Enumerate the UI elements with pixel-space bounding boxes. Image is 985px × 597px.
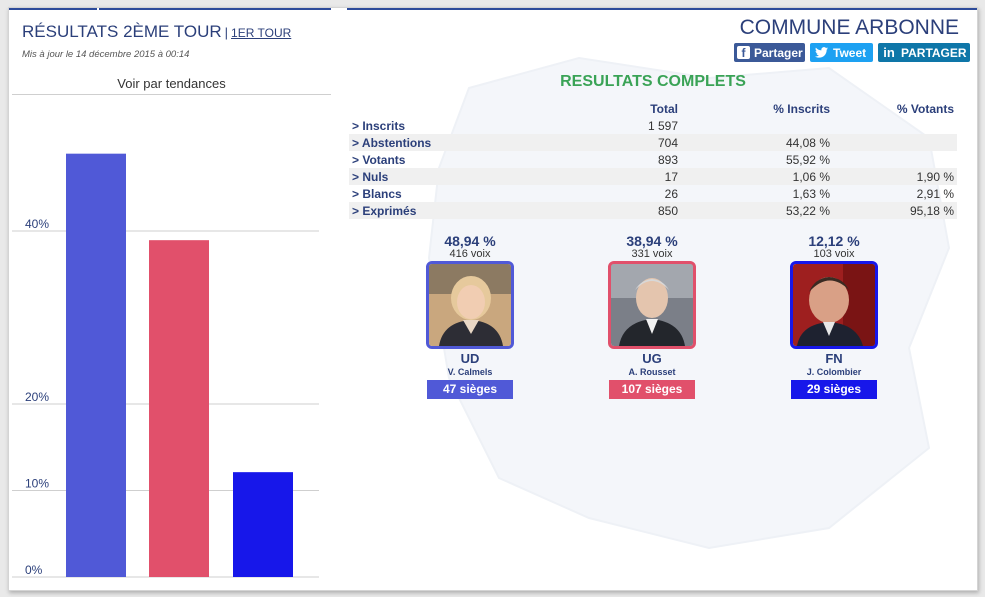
table-header-row: Total % Inscrits % Votants — [349, 101, 957, 117]
row-label[interactable]: > Inscrits — [352, 118, 406, 133]
page-title: RÉSULTATS 2ÈME TOUR | 1ER TOUR — [22, 22, 291, 42]
candidate-photo — [608, 261, 696, 349]
candidate-card-fn[interactable]: 12,12 % 103 voix FN J. Colombier 29 sièg… — [785, 234, 883, 399]
trends-divider — [12, 94, 331, 95]
facebook-icon: f — [737, 46, 750, 60]
column-header-pct-inscrits: % Inscrits — [773, 102, 830, 116]
candidate-portrait-icon — [611, 264, 693, 346]
candidate-votes: 331 voix — [631, 248, 673, 260]
candidate-photo — [790, 261, 878, 349]
candidate-seats-badge: 47 sièges — [427, 380, 513, 399]
linkedin-share-button[interactable]: in PARTAGER — [878, 43, 970, 62]
row-pct-inscrits: 55,92 % — [785, 152, 830, 167]
title-separator: | — [224, 25, 229, 40]
row-total: 893 — [657, 152, 678, 167]
y-tick-label: 40% — [25, 217, 49, 231]
row-total: 26 — [664, 186, 678, 201]
candidate-party: UD — [460, 351, 480, 366]
first-round-link[interactable]: 1ER TOUR — [231, 26, 292, 40]
column-header-total: Total — [650, 102, 678, 116]
round-title: RÉSULTATS 2ÈME TOUR — [22, 22, 222, 41]
row-pct-votants — [833, 134, 957, 151]
candidate-portrait-icon — [429, 264, 511, 346]
top-accent-left — [9, 8, 97, 10]
candidate-party: FN — [825, 351, 843, 366]
row-total: 850 — [555, 202, 681, 219]
candidate-seats-badge: 107 sièges — [609, 380, 695, 399]
table-row: > Votants 893 55,92 % — [349, 151, 957, 168]
bar-ug[interactable] — [149, 240, 209, 577]
row-label[interactable]: > Nuls — [349, 168, 555, 185]
bar-fn[interactable] — [233, 472, 293, 577]
linkedin-icon: in — [883, 45, 895, 60]
table-row: > Blancs 26 1,63 % 2,91 % — [349, 185, 957, 202]
candidate-name: J. Colombier — [806, 367, 862, 377]
candidate-name: V. Calmels — [447, 367, 493, 377]
linkedin-share-label: PARTAGER — [901, 45, 967, 60]
top-accent-mid — [99, 8, 331, 10]
results-heading: RESULTATS COMPLETS — [560, 73, 746, 90]
row-total: 704 — [555, 134, 681, 151]
table-row: > Nuls 17 1,06 % 1,90 % — [349, 168, 957, 185]
commune-name: COMMUNE ARBONNE — [739, 16, 959, 39]
row-label[interactable]: > Abstentions — [349, 134, 555, 151]
candidate-card-ug[interactable]: 38,94 % 331 voix UG A. Rousset 107 siège… — [603, 234, 701, 399]
row-label[interactable]: > Votants — [352, 152, 406, 167]
y-tick-label: 20% — [25, 390, 49, 404]
candidate-percentage: 38,94 % — [626, 233, 678, 249]
twitter-share-label: Tweet — [833, 45, 867, 60]
candidate-portrait-icon — [793, 264, 875, 346]
candidate-seats-badge: 29 sièges — [791, 380, 877, 399]
candidate-votes: 416 voix — [449, 248, 491, 260]
trends-bar-chart: 0% 10% 20% 40% — [12, 153, 319, 578]
results-widget: RÉSULTATS 2ÈME TOUR | 1ER TOUR Mis à jour … — [8, 7, 978, 591]
facebook-share-button[interactable]: f Partager — [734, 43, 805, 62]
results-table: Total % Inscrits % Votants > Inscrits 1 5… — [349, 101, 957, 219]
view-by-trends-link[interactable]: Voir par tendances — [117, 76, 226, 91]
candidate-party: UG — [642, 351, 662, 366]
candidate-card-ud[interactable]: 48,94 % 416 voix UD V. Calmels 47 sièges — [421, 234, 519, 399]
top-accent-right — [347, 8, 977, 10]
y-tick-label: 10% — [25, 477, 49, 491]
row-pct-inscrits — [681, 117, 833, 134]
table-row: > Abstentions 704 44,08 % — [349, 134, 957, 151]
twitter-bird-icon — [813, 45, 829, 61]
table-row: > Exprimés 850 53,22 % 95,18 % — [349, 202, 957, 219]
column-header-pct-votants: % Votants — [896, 102, 954, 116]
row-total: 1 597 — [647, 118, 678, 133]
row-pct-inscrits: 53,22 % — [681, 202, 833, 219]
row-pct-votants: 95,18 % — [833, 202, 957, 219]
row-label[interactable]: > Blancs — [352, 186, 402, 201]
table-row: > Inscrits 1 597 — [349, 117, 957, 134]
candidate-percentage: 48,94 % — [444, 233, 496, 249]
update-timestamp: Mis à jour le 14 décembre 2015 à 00:14 — [22, 49, 190, 60]
y-tick-label: 0% — [25, 563, 43, 577]
row-pct-inscrits: 1,63 % — [792, 186, 830, 201]
candidate-name: A. Rousset — [628, 367, 676, 377]
twitter-share-button[interactable]: Tweet — [810, 43, 873, 62]
candidate-votes: 103 voix — [813, 248, 855, 260]
row-pct-votants: 2,91 % — [916, 186, 954, 201]
facebook-share-label: Partager — [754, 45, 803, 60]
row-pct-inscrits: 1,06 % — [681, 168, 833, 185]
bar-ud[interactable] — [66, 153, 126, 577]
candidate-photo — [426, 261, 514, 349]
candidate-percentage: 12,12 % — [808, 233, 860, 249]
row-total: 17 — [555, 168, 681, 185]
row-pct-votants — [833, 117, 957, 134]
row-pct-inscrits: 44,08 % — [681, 134, 833, 151]
row-pct-votants — [833, 151, 957, 168]
row-label[interactable]: > Exprimés — [349, 202, 555, 219]
row-pct-votants: 1,90 % — [833, 168, 957, 185]
